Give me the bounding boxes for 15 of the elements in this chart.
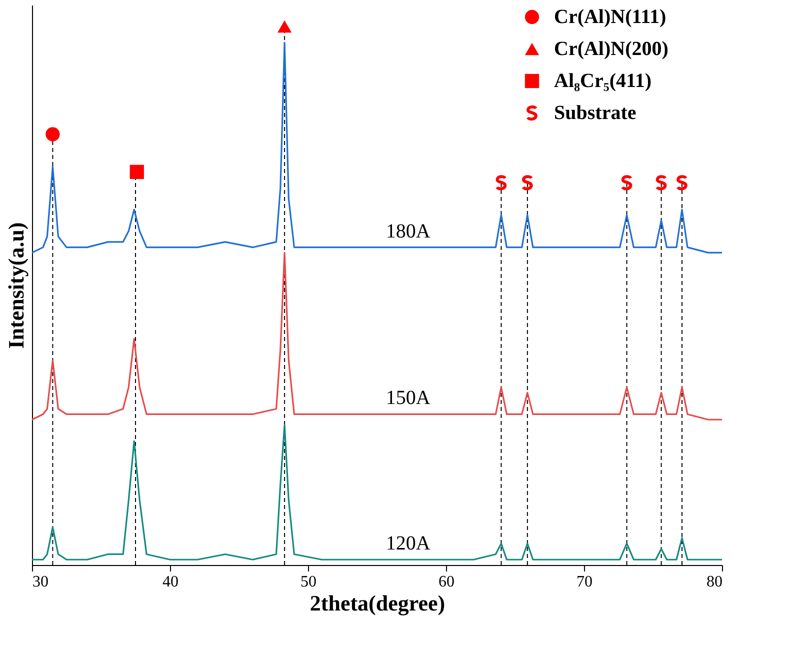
legend-label: Al₈Cr₅(411) xyxy=(554,70,652,92)
legend-label: Cr(Al)N(111) xyxy=(554,6,666,28)
series-label: 180A xyxy=(386,220,431,242)
series-label: 120A xyxy=(386,532,431,555)
y-axis-title: Intensity(a.u) xyxy=(4,222,28,349)
x-tick-label: 70 xyxy=(576,574,592,590)
x-tick-label: 50 xyxy=(300,574,316,590)
legend-label: Cr(Al)N(200) xyxy=(554,38,668,60)
x-tick-label: 80 xyxy=(706,574,722,590)
series-label: 150A xyxy=(386,387,431,410)
x-tick-label: 30 xyxy=(32,574,48,590)
x-tick-label: 60 xyxy=(438,574,454,590)
x-tick-label: 40 xyxy=(162,574,178,590)
legend-label: Substrate xyxy=(554,102,636,124)
x-axis-title: 2theta(degree) xyxy=(310,590,446,616)
